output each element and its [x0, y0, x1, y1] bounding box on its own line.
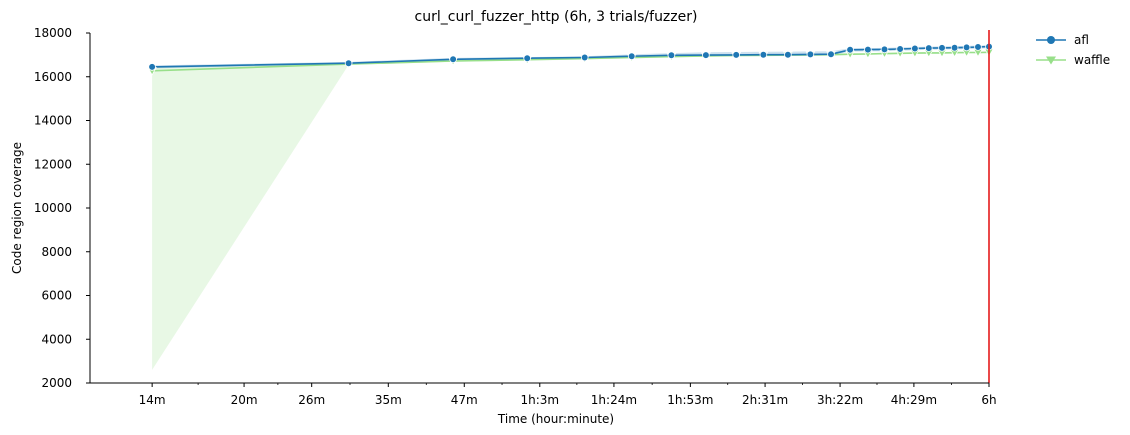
- axes: 2000 4000 6000 8000 10000 12000 14000 16000 1800…: [34, 26, 997, 407]
- afl-point: [449, 55, 457, 64]
- x-tick-label: 20m: [231, 393, 258, 407]
- waffle-band: [152, 51, 990, 370]
- afl-point: [344, 59, 353, 67]
- y-tick-label: 2000: [41, 376, 72, 390]
- x-tick-label: 2h:31m: [742, 393, 788, 407]
- afl-point: [806, 50, 815, 59]
- x-tick-label: 3h:22m: [817, 393, 863, 407]
- afl-point: [732, 51, 740, 59]
- legend-waffle-label: waffle: [1074, 53, 1110, 67]
- x-axis-title: Time (hour:minute): [497, 412, 614, 426]
- afl-point: [962, 43, 971, 52]
- afl-point: [784, 50, 792, 59]
- y-tick-label: 10000: [34, 201, 72, 215]
- y-tick-label: 4000: [41, 332, 72, 346]
- x-tick-label: 14m: [139, 393, 166, 407]
- y-tick-label: 18000: [34, 26, 72, 40]
- y-tick-label: 14000: [34, 114, 72, 128]
- x-tick-label: 1h:53m: [667, 393, 713, 407]
- x-tick-label: 1h:24m: [591, 393, 637, 407]
- afl-point: [759, 50, 768, 59]
- afl-point: [702, 51, 710, 59]
- x-tick-label: 1h:3m: [520, 393, 559, 407]
- series-lines: [152, 45, 990, 72]
- afl-point: [880, 45, 889, 54]
- afl-point: [924, 44, 933, 52]
- afl-point: [864, 45, 872, 54]
- y-tick-label: 8000: [41, 245, 72, 259]
- x-tick-label: 4h:29m: [891, 393, 937, 407]
- series-markers: [147, 42, 994, 76]
- afl-point: [911, 44, 919, 53]
- afl-point: [974, 43, 982, 51]
- afl-point: [523, 54, 531, 62]
- afl-point: [846, 45, 854, 54]
- y-tick-label: 16000: [34, 70, 72, 84]
- afl-point: [896, 45, 904, 53]
- legend-afl-marker: [1047, 36, 1055, 44]
- afl-point: [627, 52, 636, 60]
- afl-point: [827, 50, 835, 58]
- legend-afl-label: afl: [1074, 33, 1089, 47]
- y-axis-title: Code region coverage: [10, 142, 24, 274]
- x-tick-label: 6h: [981, 393, 996, 407]
- x-tick-label: 26m: [298, 393, 325, 407]
- x-tick-label: 47m: [451, 393, 478, 407]
- chart-title: curl_curl_fuzzer_http (6h, 3 trials/fuzz…: [415, 9, 698, 25]
- afl-point: [580, 53, 589, 62]
- legend-waffle-marker: [1046, 56, 1056, 65]
- y-tick-label: 6000: [41, 289, 72, 303]
- afl-point: [938, 44, 946, 52]
- afl-point: [667, 51, 676, 60]
- afl-point: [950, 43, 959, 52]
- afl-point: [148, 63, 156, 71]
- x-tick-label: 35m: [375, 393, 402, 407]
- confidence-bands: [152, 45, 990, 370]
- legend: afl waffle: [1036, 33, 1110, 67]
- y-tick-label: 12000: [34, 157, 72, 171]
